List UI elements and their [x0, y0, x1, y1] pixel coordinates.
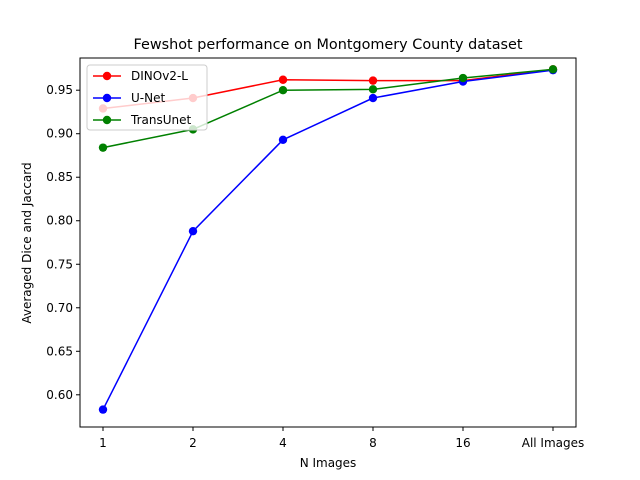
x-tick-label: 2 — [189, 436, 197, 450]
x-tick-label: 16 — [455, 436, 470, 450]
data-point-transunet — [278, 86, 288, 95]
y-axis-label: Averaged Dice and Jaccard — [20, 162, 34, 323]
legend-marker-dinov2-l — [102, 71, 112, 81]
y-tick-label: 0.95 — [46, 83, 73, 97]
data-point-transunet — [98, 143, 108, 152]
legend-marker-transunet — [102, 115, 112, 125]
legend-box — [86, 64, 208, 131]
x-tick-label: 4 — [279, 436, 287, 450]
legend-label-dinov2-l: DINOv2-L — [131, 69, 188, 83]
series-line-transunet — [102, 68, 554, 149]
y-tick-label: 0.60 — [46, 388, 73, 402]
legend-marker-u-net — [102, 93, 112, 103]
x-tick-label: 8 — [369, 436, 377, 450]
data-point-dinov2-l — [278, 75, 288, 84]
data-point-u-net — [188, 226, 198, 236]
plot-frame — [79, 57, 577, 428]
y-tick-label: 0.65 — [46, 344, 73, 358]
data-point-u-net — [278, 135, 288, 145]
y-tick-label: 0.75 — [46, 257, 73, 271]
data-point-u-net — [98, 405, 108, 414]
x-axis-label: N Images — [300, 456, 357, 470]
y-tick-label: 0.85 — [46, 170, 73, 184]
series-line-u-net — [102, 69, 554, 410]
chart-title: Fewshot performance on Montgomery County… — [133, 37, 522, 53]
data-point-u-net — [368, 93, 378, 103]
data-point-transunet — [548, 65, 558, 74]
plot-area: 1 2 4 8 16 All Images 0.60 0.65 0.70 0.75 0.80 0.85… — [46, 57, 585, 450]
y-tick-label: 0.90 — [46, 127, 73, 141]
y-tick-label: 0.80 — [46, 214, 73, 228]
legend-label-transunet: TransUnet — [130, 113, 191, 127]
y-tick-label: 0.70 — [46, 301, 73, 315]
data-point-dinov2-l — [368, 76, 378, 85]
legend-label-u-net: U-Net — [131, 91, 165, 105]
data-point-transunet — [458, 73, 468, 83]
x-tick-label: 1 — [99, 436, 107, 450]
data-point-transunet — [368, 85, 378, 94]
x-tick-label: All Images — [522, 436, 585, 450]
